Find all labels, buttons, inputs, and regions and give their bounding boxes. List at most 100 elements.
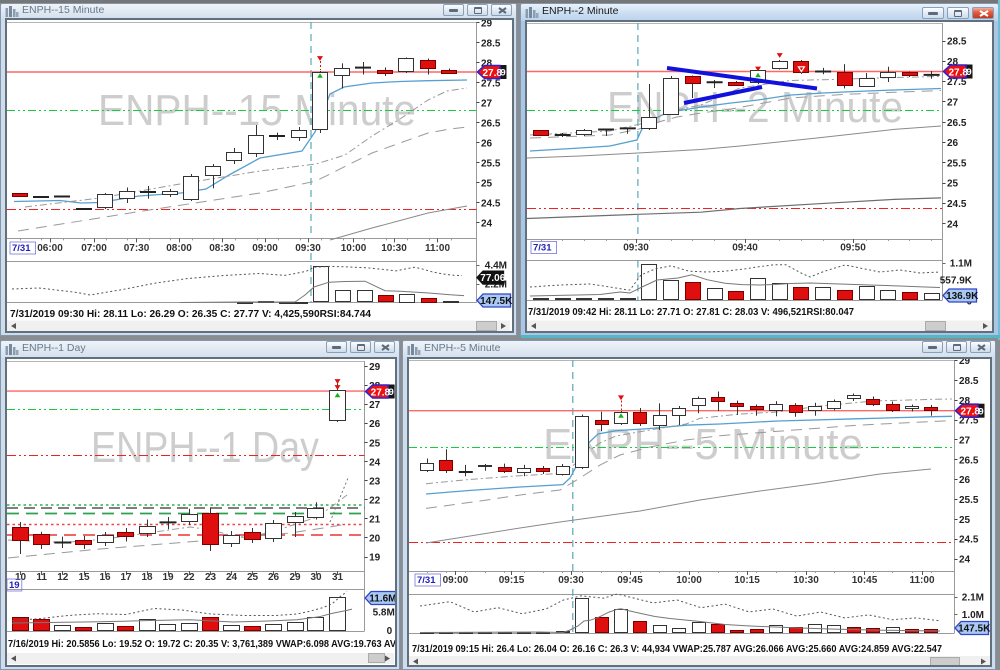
svg-text:27.8: 27.8 (960, 407, 980, 418)
svg-text:26: 26 (369, 419, 381, 430)
svg-text:26: 26 (481, 138, 493, 149)
svg-text:11.6M: 11.6M (369, 594, 395, 605)
svg-text:24: 24 (226, 572, 238, 583)
svg-text:27: 27 (481, 98, 493, 109)
svg-text:10: 10 (15, 572, 27, 583)
svg-text:29: 29 (481, 20, 493, 29)
svg-text:7/16/2019 Hi: 20.5856 Lo: 19: 7/16/2019 Hi: 20.5856 Lo: 19.52 O: 19.72… (8, 639, 395, 650)
svg-text:27.8: 27.8 (948, 67, 968, 78)
svg-text:24: 24 (481, 218, 493, 229)
svg-text:28.5: 28.5 (959, 376, 979, 387)
svg-text:16: 16 (99, 572, 111, 583)
svg-text:7/31: 7/31 (417, 575, 436, 586)
svg-text:09:30: 09:30 (558, 575, 584, 586)
svg-text:27.8: 27.8 (371, 387, 391, 398)
svg-text:08:30: 08:30 (209, 243, 235, 254)
svg-text:25.5: 25.5 (959, 495, 979, 506)
svg-text:2.1M: 2.1M (962, 593, 984, 604)
svg-text:25.5: 25.5 (947, 158, 967, 169)
svg-text:11:00: 11:00 (425, 243, 450, 254)
svg-text:9: 9 (978, 406, 983, 417)
svg-text:22: 22 (369, 496, 381, 507)
svg-text:19: 19 (162, 572, 174, 583)
svg-text:24: 24 (369, 457, 381, 468)
svg-text:28: 28 (947, 57, 959, 68)
svg-text:28: 28 (959, 396, 971, 407)
svg-text:77.06: 77.06 (480, 273, 505, 284)
svg-text:9: 9 (388, 387, 393, 398)
svg-text:10:45: 10:45 (852, 575, 878, 586)
svg-text:07:00: 07:00 (81, 243, 107, 254)
svg-text:22: 22 (183, 572, 195, 583)
svg-text:09:30: 09:30 (623, 243, 649, 254)
svg-text:147.5K: 147.5K (958, 624, 990, 635)
svg-text:9: 9 (966, 67, 971, 78)
svg-text:25: 25 (247, 572, 259, 583)
svg-text:ENPH--5 Minute: ENPH--5 Minute (543, 420, 863, 469)
svg-text:29: 29 (959, 359, 971, 367)
svg-text:0: 0 (387, 626, 393, 637)
svg-text:25.5: 25.5 (481, 158, 501, 169)
svg-text:27: 27 (369, 400, 381, 411)
svg-text:24.5: 24.5 (947, 199, 967, 210)
svg-text:20: 20 (369, 534, 381, 545)
svg-text:7/31/2019 09:42 Hi: 28.11 Lo: 7/31/2019 09:42 Hi: 28.11 Lo: 27.71 O: 2… (528, 307, 855, 318)
svg-text:23: 23 (205, 572, 217, 583)
svg-text:10:30: 10:30 (381, 243, 407, 254)
svg-text:11:00: 11:00 (909, 575, 934, 586)
svg-text:7/31: 7/31 (533, 243, 552, 254)
svg-text:27.5: 27.5 (959, 416, 979, 427)
svg-text:24: 24 (959, 555, 971, 566)
svg-text:27: 27 (959, 436, 971, 447)
svg-text:09:00: 09:00 (443, 575, 469, 586)
svg-text:26: 26 (947, 138, 959, 149)
svg-text:19: 19 (369, 553, 381, 564)
svg-text:09:00: 09:00 (252, 243, 278, 254)
svg-text:07:30: 07:30 (124, 243, 150, 254)
svg-text:09:30: 09:30 (295, 243, 321, 254)
svg-text:26.5: 26.5 (959, 455, 979, 466)
svg-text:2.2M: 2.2M (485, 280, 507, 291)
svg-text:18: 18 (141, 572, 153, 583)
svg-text:25: 25 (481, 178, 493, 189)
svg-text:10:30: 10:30 (793, 575, 819, 586)
svg-text:15: 15 (78, 572, 90, 583)
svg-text:136.9K: 136.9K (946, 291, 979, 302)
svg-text:7/31: 7/31 (12, 243, 31, 254)
svg-text:19: 19 (9, 580, 20, 591)
svg-text:25: 25 (959, 515, 971, 526)
svg-text:24.5: 24.5 (481, 198, 501, 209)
svg-text:1.0M: 1.0M (962, 610, 984, 621)
svg-text:09:45: 09:45 (617, 575, 643, 586)
svg-text:27: 27 (947, 98, 959, 109)
svg-text:30: 30 (310, 572, 322, 583)
svg-text:25: 25 (369, 438, 381, 449)
svg-text:21: 21 (369, 515, 381, 526)
svg-text:31: 31 (332, 572, 344, 583)
svg-text:28.5: 28.5 (947, 37, 967, 48)
svg-text:26: 26 (959, 475, 971, 486)
svg-text:09:15: 09:15 (499, 575, 525, 586)
svg-text:26.5: 26.5 (947, 118, 967, 129)
svg-text:23: 23 (369, 476, 381, 487)
svg-text:7/31/2019 09:15 Hi: 26.4 Lo:: 7/31/2019 09:15 Hi: 26.4 Lo: 26.04 O: 26… (412, 644, 943, 655)
svg-text:09:50: 09:50 (840, 243, 866, 254)
svg-text:10:00: 10:00 (341, 243, 367, 254)
svg-text:27.5: 27.5 (481, 78, 501, 89)
svg-text:26: 26 (268, 572, 280, 583)
svg-text:5.8M: 5.8M (373, 608, 395, 619)
svg-text:17: 17 (120, 572, 132, 583)
svg-text:147.5K: 147.5K (480, 296, 512, 307)
svg-text:06:00: 06:00 (37, 243, 63, 254)
svg-text:10:00: 10:00 (676, 575, 702, 586)
svg-text:24: 24 (947, 219, 959, 230)
svg-text:4.4M: 4.4M (485, 261, 507, 272)
svg-text:24.5: 24.5 (959, 535, 979, 546)
svg-text:28.5: 28.5 (481, 38, 501, 49)
svg-text:29: 29 (289, 572, 301, 583)
svg-text:27.8: 27.8 (482, 68, 502, 79)
svg-text:09:40: 09:40 (732, 243, 758, 254)
svg-text:29: 29 (369, 362, 381, 373)
svg-text:ENPH--1 Day: ENPH--1 Day (91, 423, 319, 472)
svg-text:557.9K: 557.9K (940, 276, 973, 287)
